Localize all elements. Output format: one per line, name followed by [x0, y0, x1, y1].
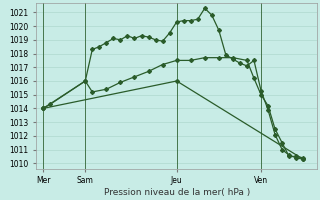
- X-axis label: Pression niveau de la mer( hPa ): Pression niveau de la mer( hPa ): [103, 188, 250, 197]
